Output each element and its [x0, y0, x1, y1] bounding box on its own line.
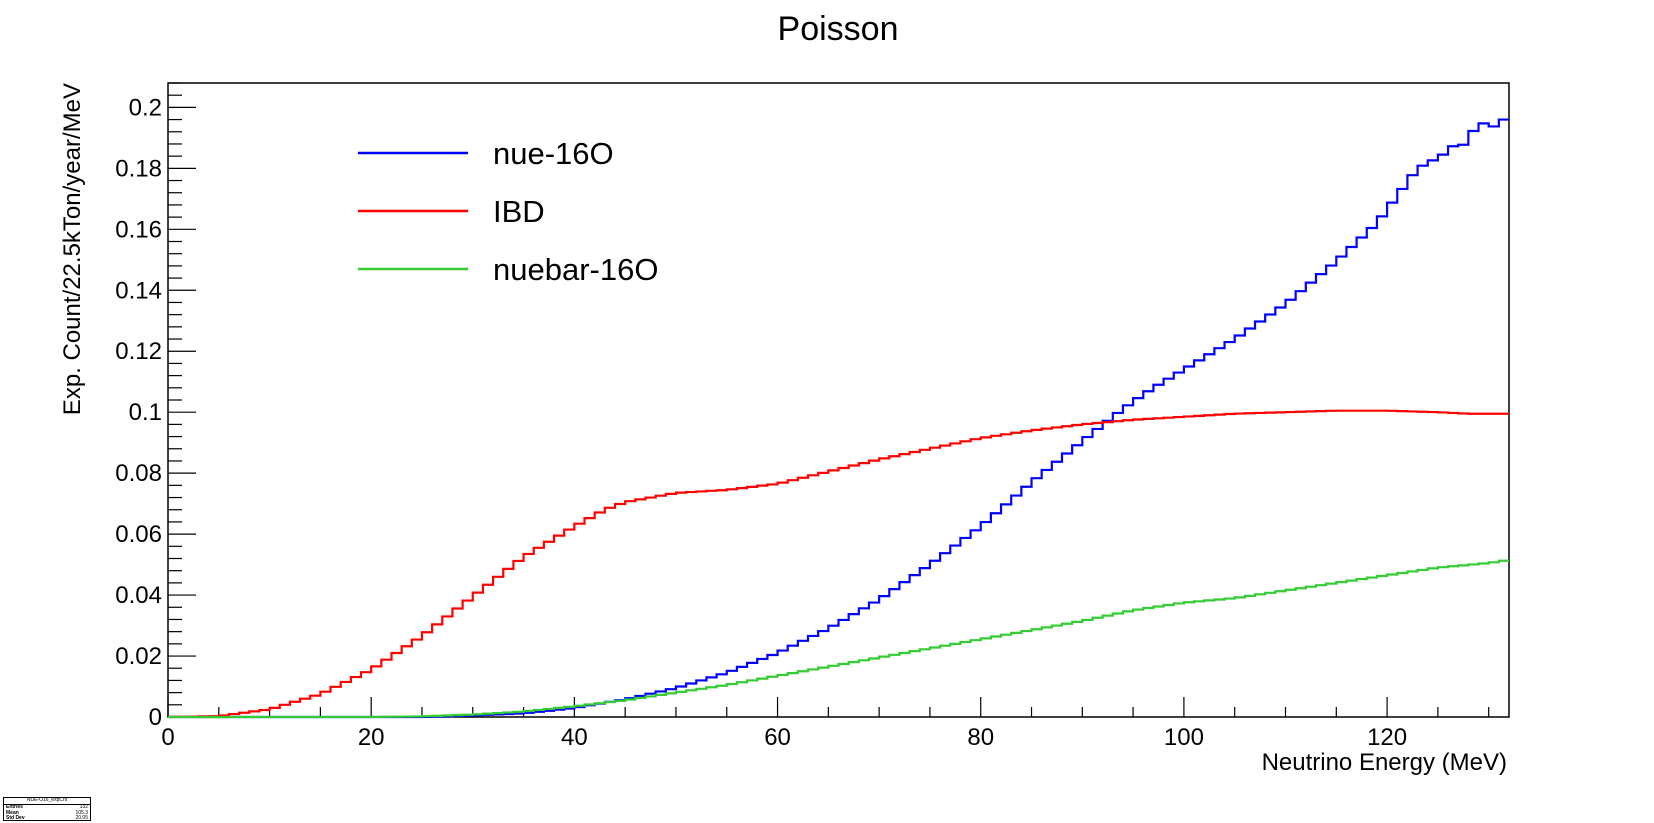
y-tick-label: 0.18: [115, 155, 162, 182]
series-group: [168, 118, 1509, 719]
x-tick-label: 40: [561, 724, 588, 751]
y-tick-label: 0.1: [129, 399, 162, 426]
x-tick-label: 100: [1164, 724, 1204, 751]
x-axis-title: Neutrino Energy (MeV): [1262, 749, 1507, 776]
x-tick-label: 0: [161, 724, 174, 751]
x-tick-label: 120: [1367, 724, 1407, 751]
y-tick-label: 0.16: [115, 216, 162, 243]
y-tick-label: 0: [149, 704, 162, 731]
y-tick-labels: 0 0.02 0.04 0.06 0.08 0.1 0.12 0.14 0.16 0.18 0.2: [115, 94, 162, 731]
stats-row-mean: Mean 105.3: [4, 809, 90, 817]
x-tick-label: 80: [967, 724, 994, 751]
stats-value: 105.3: [75, 809, 88, 816]
series-line-nue-16o: [168, 118, 1509, 719]
y-tick-label: 0.06: [115, 521, 162, 548]
y-tick-label: 0.04: [115, 582, 162, 609]
stats-value: 20.05: [75, 815, 88, 821]
y-tick-label: 0.02: [115, 643, 162, 670]
stats-label: Entries: [6, 804, 23, 810]
axis-ticks: [167, 82, 1490, 718]
y-axis-title: Exp. Count/22.5kTon/year/MeV: [59, 83, 86, 415]
y-tick-label: 0.08: [115, 460, 162, 487]
legend-label-nue-16o: nue-16O: [493, 136, 614, 171]
stats-row-entries: Entries 132: [4, 805, 90, 811]
legend: nue-16O IBD nuebar-16O: [358, 136, 658, 287]
x-tick-label: 20: [358, 724, 385, 751]
chart-title: Poisson: [778, 10, 899, 48]
stats-box-title: NUE-O16_expCnt: [4, 798, 90, 805]
y-tick-label: 0.14: [115, 277, 162, 304]
series-line-nuebar-16o: [168, 559, 1509, 719]
series-line-ibd: [168, 409, 1509, 719]
y-tick-label: 0.2: [129, 94, 162, 121]
legend-label-ibd: IBD: [493, 194, 545, 229]
y-tick-label: 0.12: [115, 338, 162, 365]
stats-label: Mean: [6, 809, 19, 816]
x-tick-label: 60: [764, 724, 791, 751]
stats-value: 132: [79, 804, 88, 810]
x-tick-labels: 0 20 40 60 80 100 120: [161, 724, 1407, 751]
legend-label-nuebar-16o: nuebar-16O: [493, 252, 658, 287]
stats-row-std-dev: Std Dev 20.05: [4, 816, 90, 822]
stats-box: NUE-O16_expCnt Entries 132 Mean 105.3 St…: [3, 797, 91, 821]
stats-label: Std Dev: [6, 815, 25, 821]
